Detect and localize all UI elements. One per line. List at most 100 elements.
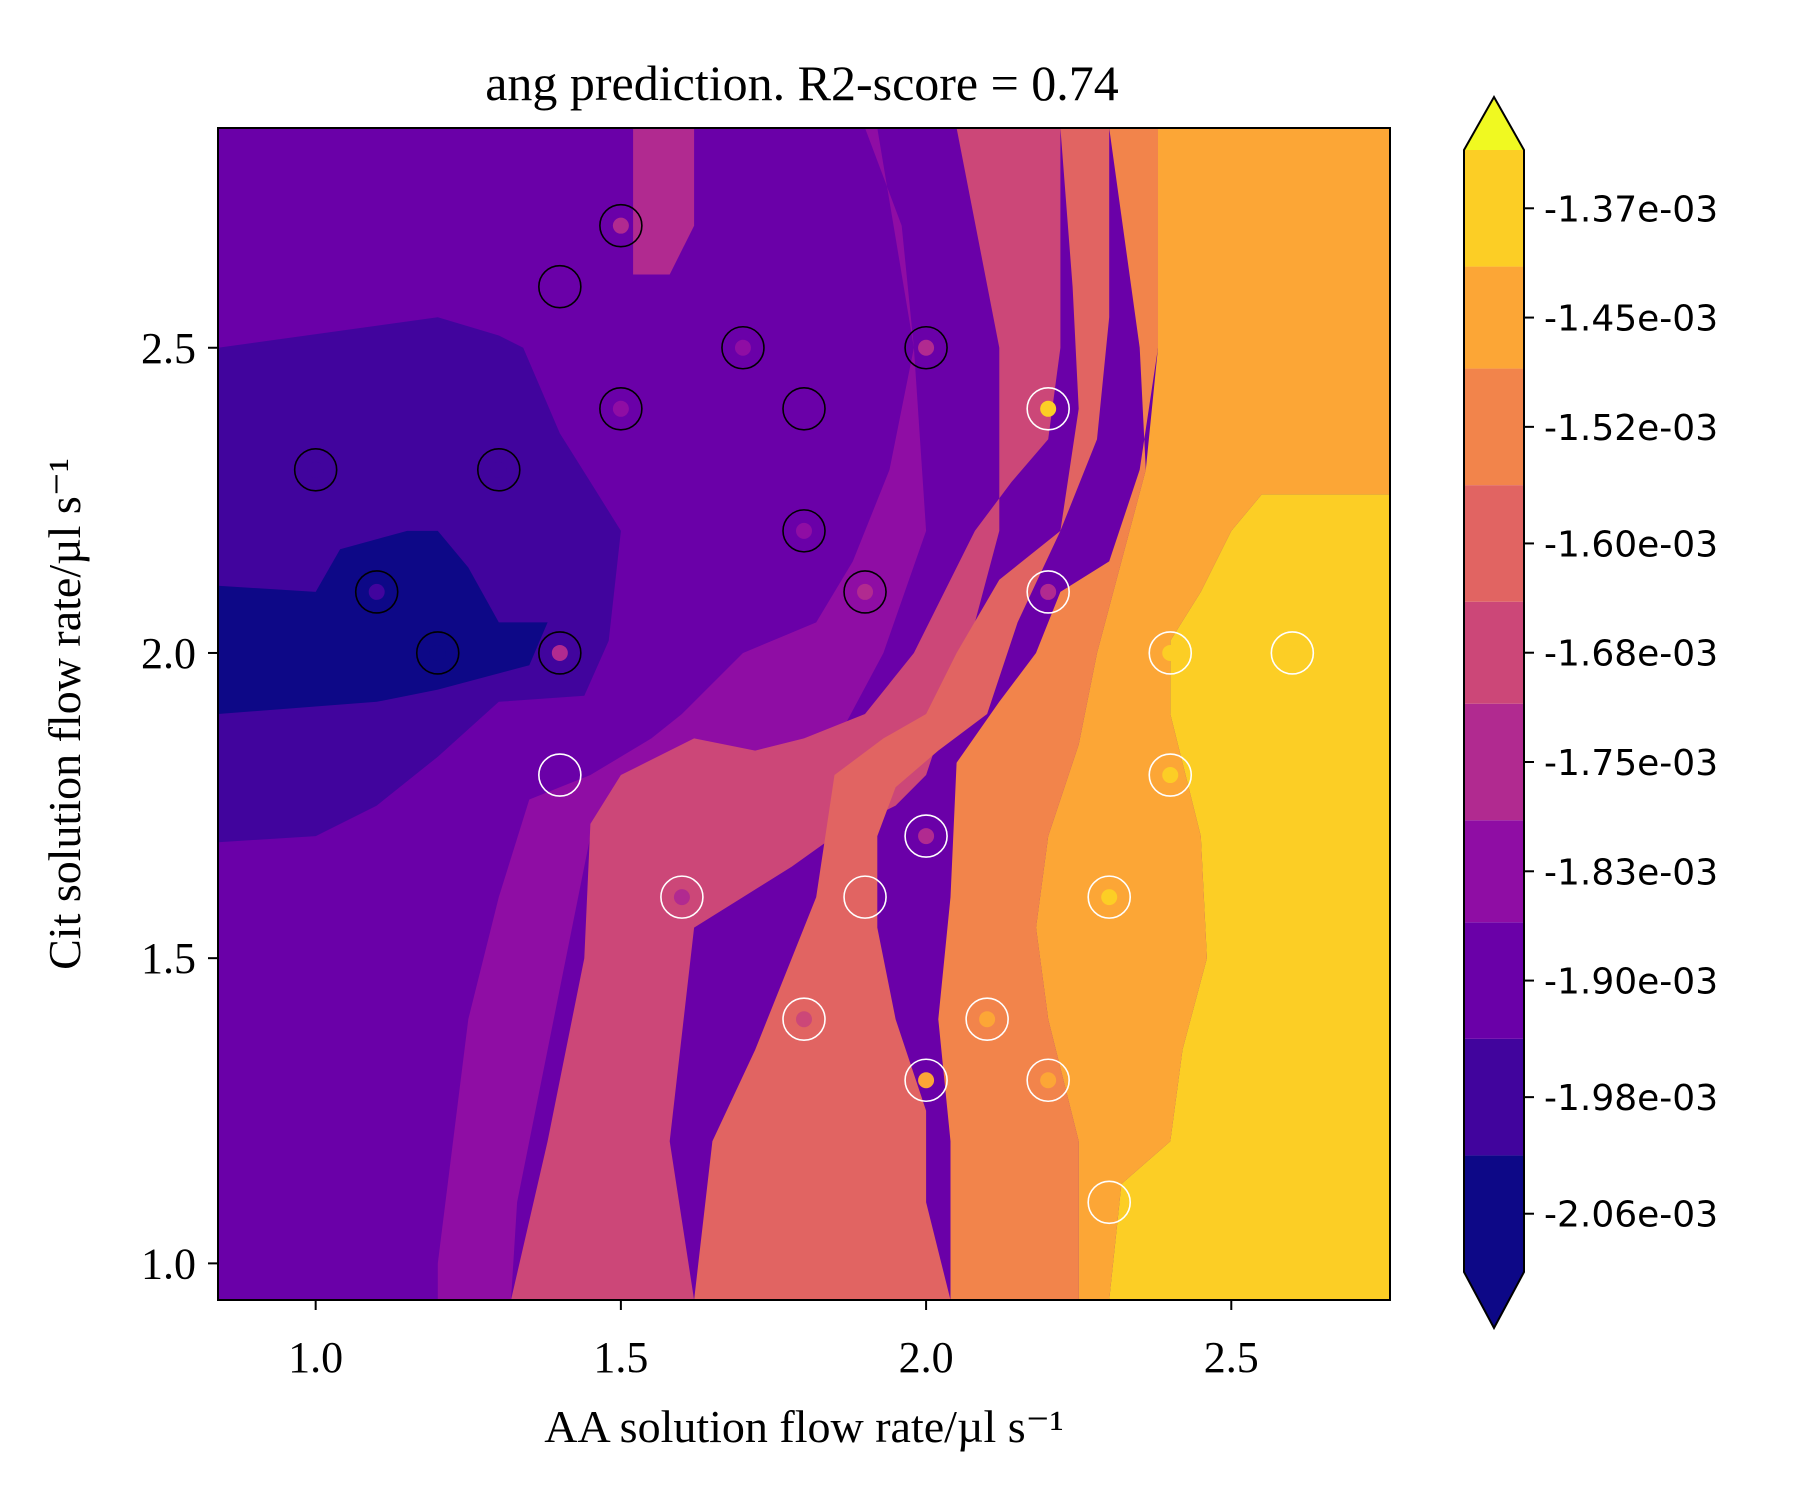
colorbar-tick-label: -1.60e-03 [1544,524,1718,565]
data-points [293,203,1315,1225]
colorbar-segment [1464,150,1524,267]
colorbar-segment [1464,820,1524,923]
data-point [551,767,568,784]
contour-bands [218,128,1390,1300]
data-point [734,339,751,356]
data-point-ring [538,264,582,309]
x-axis-label: AA solution flow rate/µl s⁻¹ [544,1401,1063,1452]
data-point [1162,767,1179,784]
plot-frame [217,127,1391,1301]
colorbar-segment [1464,1155,1524,1272]
colorbar-tick-label: -2.06e-03 [1544,1195,1718,1236]
data-point [918,1072,935,1089]
data-point-ring [415,631,460,675]
data-point-ring [965,997,1009,1042]
data-point-ring [1270,631,1315,675]
contour-band-9 [1109,494,1390,1300]
data-point-ring [293,448,338,492]
colorbar-tick-label: -1.90e-03 [1544,962,1718,1003]
data-point-ring [1148,753,1193,797]
colorbar-tick-label: -1.37e-03 [1544,189,1718,230]
data-point [429,644,446,661]
data-point [796,400,812,417]
data-point-ring [843,570,887,614]
data-point-ring [904,814,948,858]
data-point [368,583,385,600]
colorbar-tick-label: -1.45e-03 [1544,299,1718,340]
data-point [1040,1072,1057,1089]
data-point-ring [599,203,643,248]
data-point-ring [599,386,643,431]
data-point [490,461,507,478]
x-tick-label: 1.0 [288,1333,343,1382]
plot-area [217,127,1391,1301]
contour-band-3 [437,128,927,1300]
data-point [1040,583,1057,600]
data-point [796,1011,812,1028]
data-point [918,828,935,845]
contour-band-8 [1036,128,1390,1300]
colorbar-tick-label: -1.83e-03 [1544,852,1718,893]
data-point-ring [1087,875,1132,919]
data-point [307,461,324,478]
data-point-ring [538,631,582,675]
y-axis-ticks: 1.0 1.5 2.0 2.5 [141,324,218,1288]
contour-band-4 [633,128,695,275]
data-point [612,217,629,234]
colorbar-tick-label: -1.68e-03 [1544,634,1718,675]
chart-title: ang prediction. R2-score = 0.74 [485,55,1119,111]
x-tick-label: 1.5 [593,1333,648,1382]
colorbar-segment [1464,922,1524,1039]
contour-band-5 [511,128,1061,1300]
data-point [1040,400,1057,417]
data-point-ring [1026,1058,1070,1103]
data-point-ring [782,509,826,553]
data-point [857,583,874,600]
colorbar: -2.06e-03 -1.98e-03 -1.90e-03 -1.83e-03 -1.7… [1463,94,1718,1331]
colorbar-segment [1464,266,1524,369]
data-point [918,339,935,356]
colorbar-tick-label: -1.98e-03 [1544,1078,1718,1119]
data-point [1162,644,1179,661]
data-point-ring [1087,1180,1132,1225]
data-point-ring [721,325,765,370]
data-point-ring [1026,386,1070,431]
contour-band-2 [218,530,548,714]
data-point-ring [782,386,826,431]
data-point [979,1011,996,1028]
data-point [796,522,812,539]
data-point [1284,644,1301,661]
colorbar-segment [1464,703,1524,821]
colorbar-extend-top [1464,97,1524,150]
data-point-ring [660,875,704,919]
y-tick-label: 1.0 [141,1239,196,1288]
x-tick-label: 2.5 [1204,1333,1259,1382]
y-tick-label: 1.5 [141,934,196,983]
colorbar-tick-label: -1.52e-03 [1544,408,1718,449]
data-point [857,889,874,906]
data-point-ring [1148,631,1193,675]
y-axis-label: Cit solution flow rate/µl s⁻¹ [39,458,90,970]
data-point-ring [782,997,826,1042]
contour-band-6 [694,128,1110,1300]
y-tick-label: 2.0 [141,629,196,678]
colorbar-tick-label: -1.75e-03 [1544,743,1718,784]
x-tick-label: 2.0 [899,1333,954,1382]
x-axis-ticks: 1.0 1.5 2.0 2.5 [288,1300,1259,1382]
data-point [612,400,629,417]
y-tick-label: 2.5 [141,324,196,373]
data-point [1101,889,1118,906]
data-point-ring [843,875,887,919]
colorbar-segment [1464,368,1524,486]
data-point-ring [904,1058,948,1103]
colorbar-extend-bottom [1464,1272,1524,1328]
data-point-ring [538,753,582,797]
colorbar-segment [1464,1038,1524,1156]
data-point [551,644,568,661]
data-point-ring [1026,570,1070,614]
colorbar-outline [1463,94,1525,1331]
contour-band-7 [938,128,1158,1300]
data-point [1101,1194,1118,1211]
colorbar-segment [1464,485,1524,602]
